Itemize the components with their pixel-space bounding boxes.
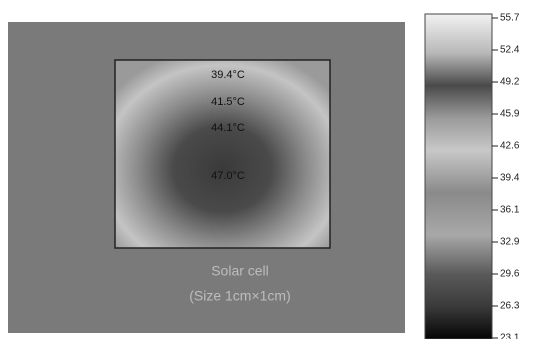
tick-label: 52.4	[500, 45, 520, 56]
tick-label: 55.7	[500, 13, 520, 24]
tick-label: 23.1	[500, 333, 520, 339]
tick-label: 42.6	[500, 141, 520, 152]
tick-label: 39.4	[500, 173, 520, 184]
tick-label: 29.6	[500, 269, 520, 280]
spot-label: 39.4°C	[211, 69, 245, 81]
tick-label: 26.3	[500, 301, 520, 312]
thermal-screenshot: 39.4°C 41.5°C 44.1°C 47.0°C Solar cell (Size…	[0, 0, 538, 339]
spot-label: 47.0°C	[211, 170, 245, 182]
caption-line: Solar cell	[211, 263, 269, 279]
caption-line: (Size 1cm×1cm)	[189, 288, 291, 304]
tick-label: 32.9	[500, 237, 520, 248]
tick-label: 45.9	[500, 109, 520, 120]
tick-label: 49.2	[500, 77, 520, 88]
spot-label: 44.1°C	[211, 122, 245, 134]
solar-cell	[115, 60, 330, 248]
tick-label: 36.1	[500, 205, 520, 216]
spot-label: 41.5°C	[211, 96, 245, 108]
colorbar	[425, 14, 492, 339]
